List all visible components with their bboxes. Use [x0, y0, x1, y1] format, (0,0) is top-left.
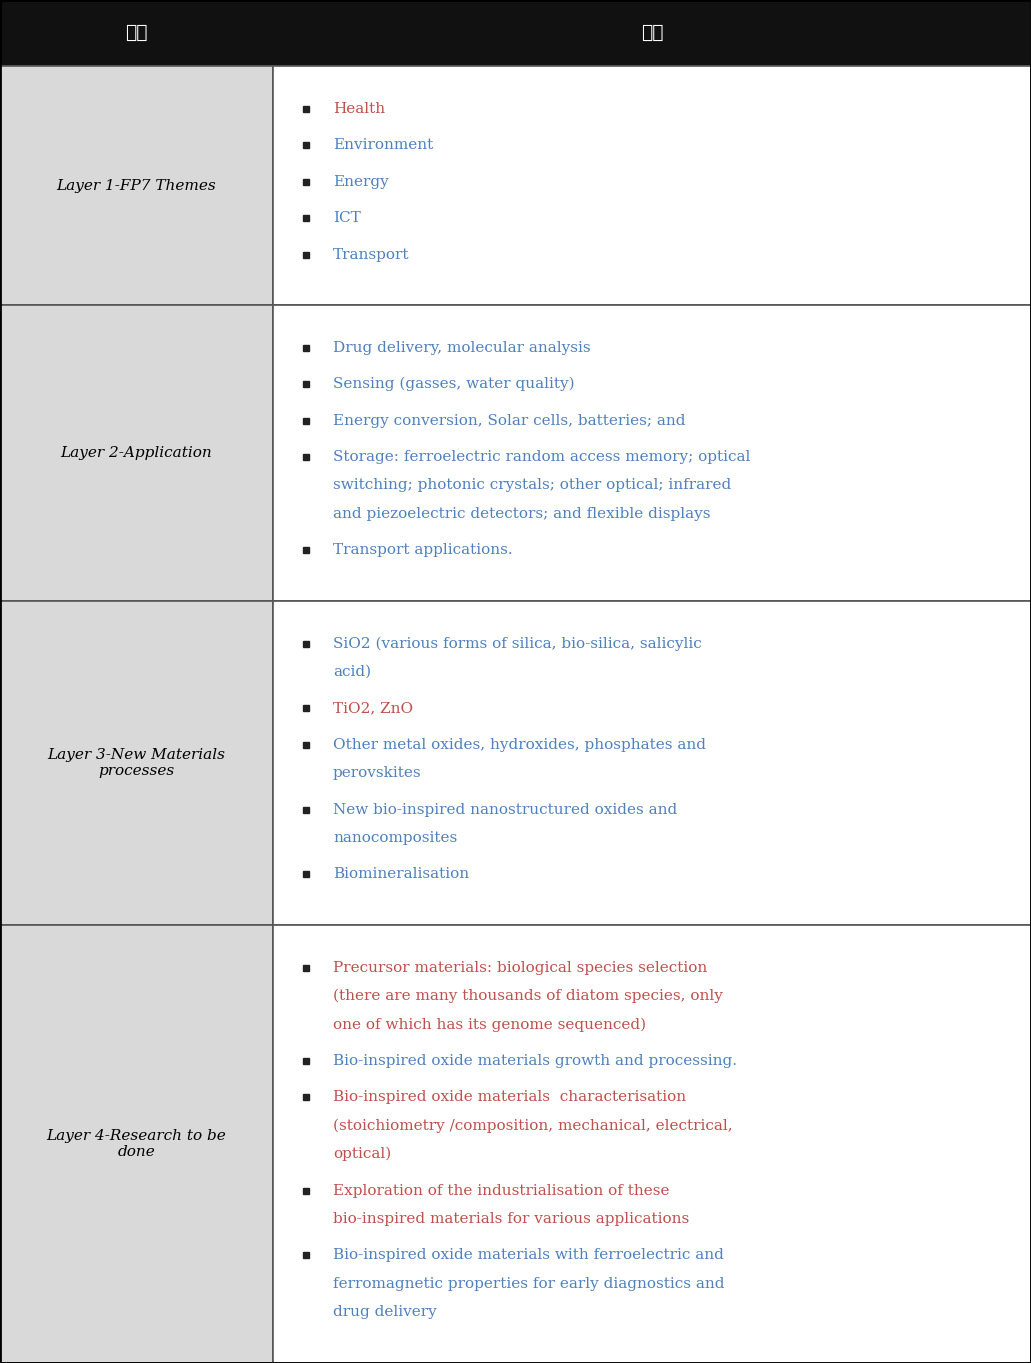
Text: Other metal oxides, hydroxides, phosphates and: Other metal oxides, hydroxides, phosphat…: [333, 737, 706, 752]
Bar: [273, 305, 1031, 601]
Text: 내용: 내용: [641, 25, 663, 42]
Text: Bio-inspired oxide materials growth and processing.: Bio-inspired oxide materials growth and …: [333, 1054, 737, 1069]
Bar: [0, 925, 273, 1363]
Text: Storage: ferroelectric random access memory; optical: Storage: ferroelectric random access mem…: [333, 450, 751, 463]
Text: Energy conversion, Solar cells, batteries; and: Energy conversion, Solar cells, batterie…: [333, 413, 686, 428]
Text: optical): optical): [333, 1148, 391, 1161]
Text: drug delivery: drug delivery: [333, 1306, 437, 1319]
Text: ferromagnetic properties for early diagnostics and: ferromagnetic properties for early diagn…: [333, 1277, 725, 1291]
Text: Exploration of the industrialisation of these: Exploration of the industrialisation of …: [333, 1183, 669, 1198]
Text: (stoichiometry /composition, mechanical, electrical,: (stoichiometry /composition, mechanical,…: [333, 1119, 733, 1133]
Text: perovskites: perovskites: [333, 766, 422, 780]
Text: Drug delivery, molecular analysis: Drug delivery, molecular analysis: [333, 341, 591, 354]
Text: Transport applications.: Transport applications.: [333, 544, 512, 557]
Text: TiO2, ZnO: TiO2, ZnO: [333, 702, 413, 716]
Bar: [273, 601, 1031, 925]
Bar: [0, 0, 1031, 67]
Text: and piezoelectric detectors; and flexible displays: and piezoelectric detectors; and flexibl…: [333, 507, 710, 521]
Text: bio-inspired materials for various applications: bio-inspired materials for various appli…: [333, 1212, 690, 1227]
Text: Bio-inspired oxide materials  characterisation: Bio-inspired oxide materials characteris…: [333, 1090, 687, 1104]
Bar: [0, 305, 273, 601]
Text: Health: Health: [333, 102, 386, 116]
Text: nanocomposites: nanocomposites: [333, 831, 458, 845]
Text: Precursor materials: biological species selection: Precursor materials: biological species …: [333, 961, 707, 975]
Text: Sensing (gasses, water quality): Sensing (gasses, water quality): [333, 378, 574, 391]
Text: one of which has its genome sequenced): one of which has its genome sequenced): [333, 1017, 646, 1032]
Text: Energy: Energy: [333, 174, 389, 189]
Bar: [0, 601, 273, 925]
Text: (there are many thousands of diatom species, only: (there are many thousands of diatom spec…: [333, 990, 723, 1003]
Text: Environment: Environment: [333, 139, 433, 153]
Text: Layer 3-New Materials
processes: Layer 3-New Materials processes: [47, 748, 226, 778]
Text: Layer 4-Research to be
done: Layer 4-Research to be done: [46, 1129, 227, 1159]
Bar: [273, 67, 1031, 305]
Text: Layer 1-FP7 Themes: Layer 1-FP7 Themes: [57, 179, 217, 192]
Text: switching; photonic crystals; other optical; infrared: switching; photonic crystals; other opti…: [333, 478, 731, 492]
Text: 구분: 구분: [126, 25, 147, 42]
Bar: [273, 925, 1031, 1363]
Text: SiO2 (various forms of silica, bio-silica, salicylic: SiO2 (various forms of silica, bio-silic…: [333, 637, 702, 650]
Text: Biomineralisation: Biomineralisation: [333, 867, 469, 882]
Text: Layer 2-Application: Layer 2-Application: [61, 446, 212, 461]
Text: Bio-inspired oxide materials with ferroelectric and: Bio-inspired oxide materials with ferroe…: [333, 1249, 724, 1262]
Text: ICT: ICT: [333, 211, 361, 225]
Bar: [0, 67, 273, 305]
Text: New bio-inspired nanostructured oxides and: New bio-inspired nanostructured oxides a…: [333, 803, 677, 816]
Text: acid): acid): [333, 665, 371, 679]
Text: Transport: Transport: [333, 248, 409, 262]
